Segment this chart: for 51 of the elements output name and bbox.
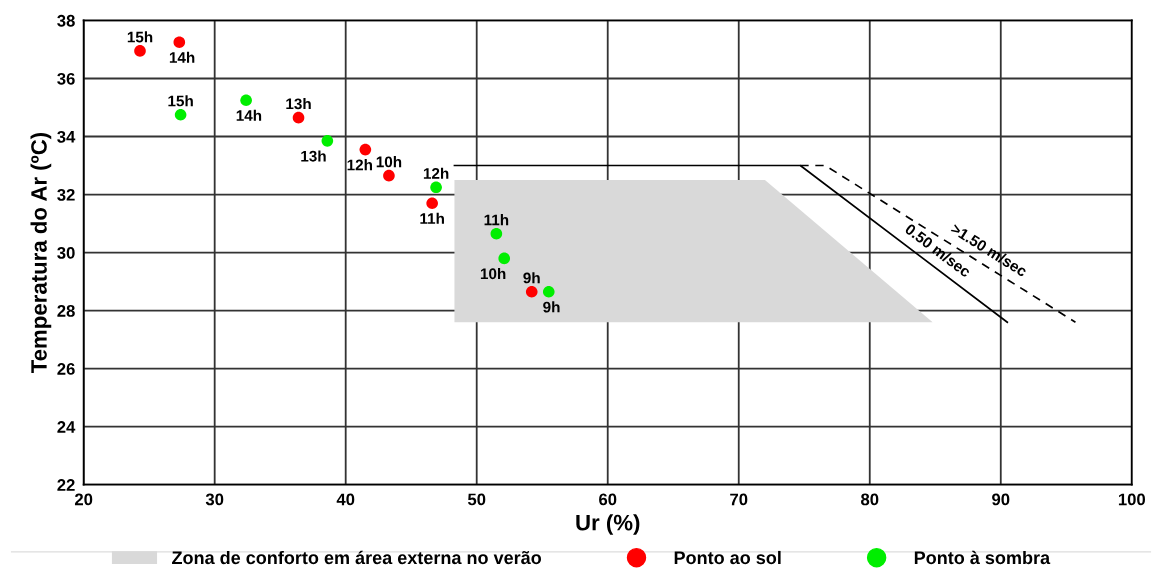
y-tick-label: 22 [57, 479, 75, 491]
point [498, 252, 511, 265]
point [490, 227, 503, 240]
legend-label: Ponto ao sol [674, 550, 781, 565]
x-axis-title: Ur (%) [576, 514, 640, 535]
point [359, 143, 372, 156]
y-tick-label: 26 [57, 363, 75, 375]
x-tick-label: 30 [205, 493, 224, 506]
point [383, 169, 395, 182]
annotation: 13h [286, 98, 311, 110]
y-tick-label: 30 [57, 246, 75, 259]
y-tick-label: 34 [57, 130, 76, 143]
point [426, 197, 438, 210]
y-tick-label: 36 [57, 72, 75, 85]
point [134, 45, 146, 57]
point [240, 94, 252, 107]
x-tick-label: 50 [467, 493, 486, 506]
annotation: 15h [127, 31, 153, 43]
annotation: 15h [168, 95, 193, 107]
x-tick-label: 60 [599, 493, 617, 506]
point [321, 135, 334, 147]
y-tick-label: 32 [57, 188, 75, 201]
point [292, 111, 305, 124]
y-tick-label: 24 [57, 421, 76, 433]
point [542, 285, 555, 298]
legend-label: Ponto à sombra [914, 550, 1051, 565]
x-tick-label: 80 [861, 493, 879, 506]
annotation: 9h [543, 301, 560, 313]
y-tick-label: 28 [57, 305, 75, 317]
annotation: 14h [169, 51, 195, 63]
x-tick-label: 20 [74, 493, 93, 506]
annotation: 11h [420, 212, 444, 224]
x-tick-label: 40 [336, 493, 355, 506]
point [174, 108, 187, 121]
annotation: 12h [423, 167, 449, 179]
annotation: 13h [301, 150, 326, 162]
point [525, 285, 538, 298]
annotation: 14h [236, 109, 262, 121]
annotation: 10h [376, 156, 402, 168]
annotation: 12h [347, 159, 373, 171]
x-tick-label: 90 [992, 493, 1010, 506]
annotation: 11h [484, 214, 509, 226]
y-tick-label: 38 [57, 14, 75, 27]
point [430, 181, 442, 194]
point [173, 36, 186, 49]
legend-label: Zona de conforto em área externa no verão [172, 550, 542, 565]
annotation: 10h [480, 267, 506, 280]
x-tick-label: 100 [1118, 493, 1146, 506]
annotation: 9h [523, 272, 540, 284]
x-tick-label: 70 [730, 493, 748, 506]
y-axis-title: Temperatura do Ar (ºC) [30, 132, 52, 374]
